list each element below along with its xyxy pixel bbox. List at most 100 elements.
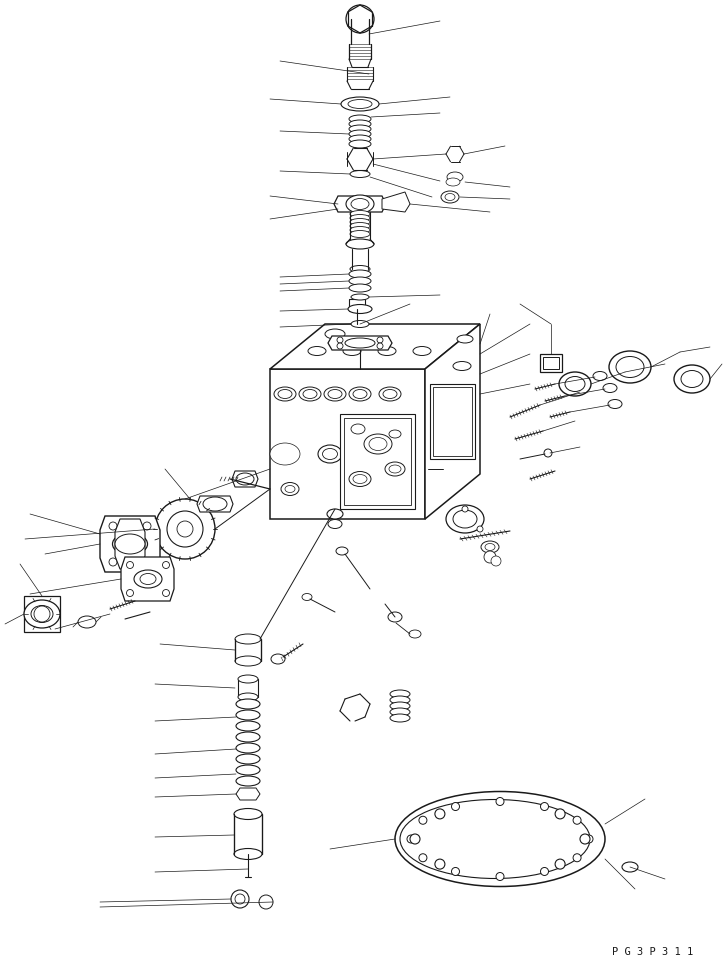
- Ellipse shape: [349, 136, 371, 143]
- Ellipse shape: [236, 754, 260, 765]
- Circle shape: [484, 551, 496, 563]
- Circle shape: [496, 873, 504, 881]
- Ellipse shape: [453, 362, 471, 371]
- Ellipse shape: [345, 338, 375, 349]
- Ellipse shape: [349, 388, 371, 401]
- Ellipse shape: [350, 172, 370, 178]
- Ellipse shape: [274, 388, 296, 401]
- Ellipse shape: [236, 700, 260, 709]
- Ellipse shape: [348, 305, 372, 314]
- Circle shape: [177, 521, 193, 538]
- Ellipse shape: [349, 116, 371, 124]
- Ellipse shape: [112, 534, 147, 555]
- Ellipse shape: [336, 547, 348, 555]
- Ellipse shape: [349, 141, 371, 149]
- Ellipse shape: [674, 365, 710, 393]
- Ellipse shape: [327, 510, 343, 519]
- Ellipse shape: [364, 434, 392, 454]
- Ellipse shape: [457, 335, 473, 344]
- Bar: [24, 596, 60, 633]
- Ellipse shape: [236, 710, 260, 720]
- Ellipse shape: [324, 388, 346, 401]
- Bar: [349, 299, 365, 312]
- Bar: [430, 385, 475, 459]
- Circle shape: [452, 802, 460, 811]
- Ellipse shape: [350, 215, 370, 222]
- Ellipse shape: [115, 535, 145, 554]
- Ellipse shape: [235, 635, 261, 644]
- Ellipse shape: [441, 192, 459, 203]
- Circle shape: [109, 558, 117, 567]
- Ellipse shape: [238, 675, 258, 683]
- Ellipse shape: [351, 424, 365, 434]
- Circle shape: [34, 607, 50, 622]
- Ellipse shape: [134, 571, 162, 588]
- Ellipse shape: [328, 391, 342, 399]
- Ellipse shape: [346, 239, 374, 250]
- Ellipse shape: [409, 631, 421, 639]
- Ellipse shape: [234, 809, 262, 820]
- Polygon shape: [100, 516, 160, 573]
- Ellipse shape: [270, 444, 300, 465]
- Circle shape: [555, 860, 565, 869]
- Circle shape: [337, 344, 343, 350]
- Bar: [344, 419, 411, 506]
- Ellipse shape: [235, 656, 261, 667]
- Ellipse shape: [341, 98, 379, 111]
- Ellipse shape: [328, 520, 342, 529]
- Ellipse shape: [608, 400, 622, 409]
- Circle shape: [126, 562, 133, 569]
- Ellipse shape: [349, 131, 371, 139]
- Bar: [543, 358, 559, 369]
- Ellipse shape: [285, 486, 295, 493]
- Circle shape: [462, 507, 468, 513]
- Ellipse shape: [236, 721, 260, 732]
- Circle shape: [544, 450, 552, 457]
- Ellipse shape: [385, 462, 405, 477]
- Polygon shape: [270, 325, 480, 369]
- Ellipse shape: [348, 101, 372, 109]
- Circle shape: [346, 6, 374, 34]
- Ellipse shape: [349, 121, 371, 129]
- Ellipse shape: [395, 792, 605, 887]
- Ellipse shape: [237, 790, 259, 798]
- Circle shape: [410, 834, 420, 844]
- Ellipse shape: [234, 849, 262, 860]
- Circle shape: [235, 894, 245, 904]
- Circle shape: [162, 590, 170, 597]
- Text: P G 3 P 3 1 1: P G 3 P 3 1 1: [612, 946, 693, 956]
- Polygon shape: [334, 197, 386, 213]
- Ellipse shape: [622, 862, 638, 872]
- Ellipse shape: [281, 483, 299, 496]
- Ellipse shape: [603, 384, 617, 393]
- Ellipse shape: [350, 211, 370, 218]
- Ellipse shape: [271, 654, 285, 665]
- Ellipse shape: [390, 697, 410, 704]
- Circle shape: [491, 556, 501, 567]
- Ellipse shape: [236, 743, 260, 753]
- Circle shape: [407, 835, 415, 843]
- Ellipse shape: [453, 511, 477, 528]
- Circle shape: [541, 867, 549, 876]
- Ellipse shape: [353, 475, 367, 484]
- Circle shape: [452, 867, 460, 876]
- Ellipse shape: [616, 358, 644, 378]
- Ellipse shape: [379, 388, 401, 401]
- Ellipse shape: [349, 472, 371, 487]
- Bar: [238, 679, 258, 698]
- Ellipse shape: [559, 373, 591, 396]
- Ellipse shape: [236, 474, 254, 485]
- Ellipse shape: [378, 347, 396, 357]
- Ellipse shape: [390, 708, 410, 716]
- Ellipse shape: [349, 126, 371, 134]
- Bar: [540, 355, 562, 373]
- Ellipse shape: [299, 388, 321, 401]
- Ellipse shape: [383, 391, 397, 399]
- Ellipse shape: [446, 179, 460, 187]
- Circle shape: [126, 590, 133, 597]
- Ellipse shape: [351, 321, 369, 328]
- Ellipse shape: [390, 703, 410, 710]
- Polygon shape: [236, 788, 260, 800]
- Ellipse shape: [318, 446, 342, 463]
- Ellipse shape: [350, 232, 370, 238]
